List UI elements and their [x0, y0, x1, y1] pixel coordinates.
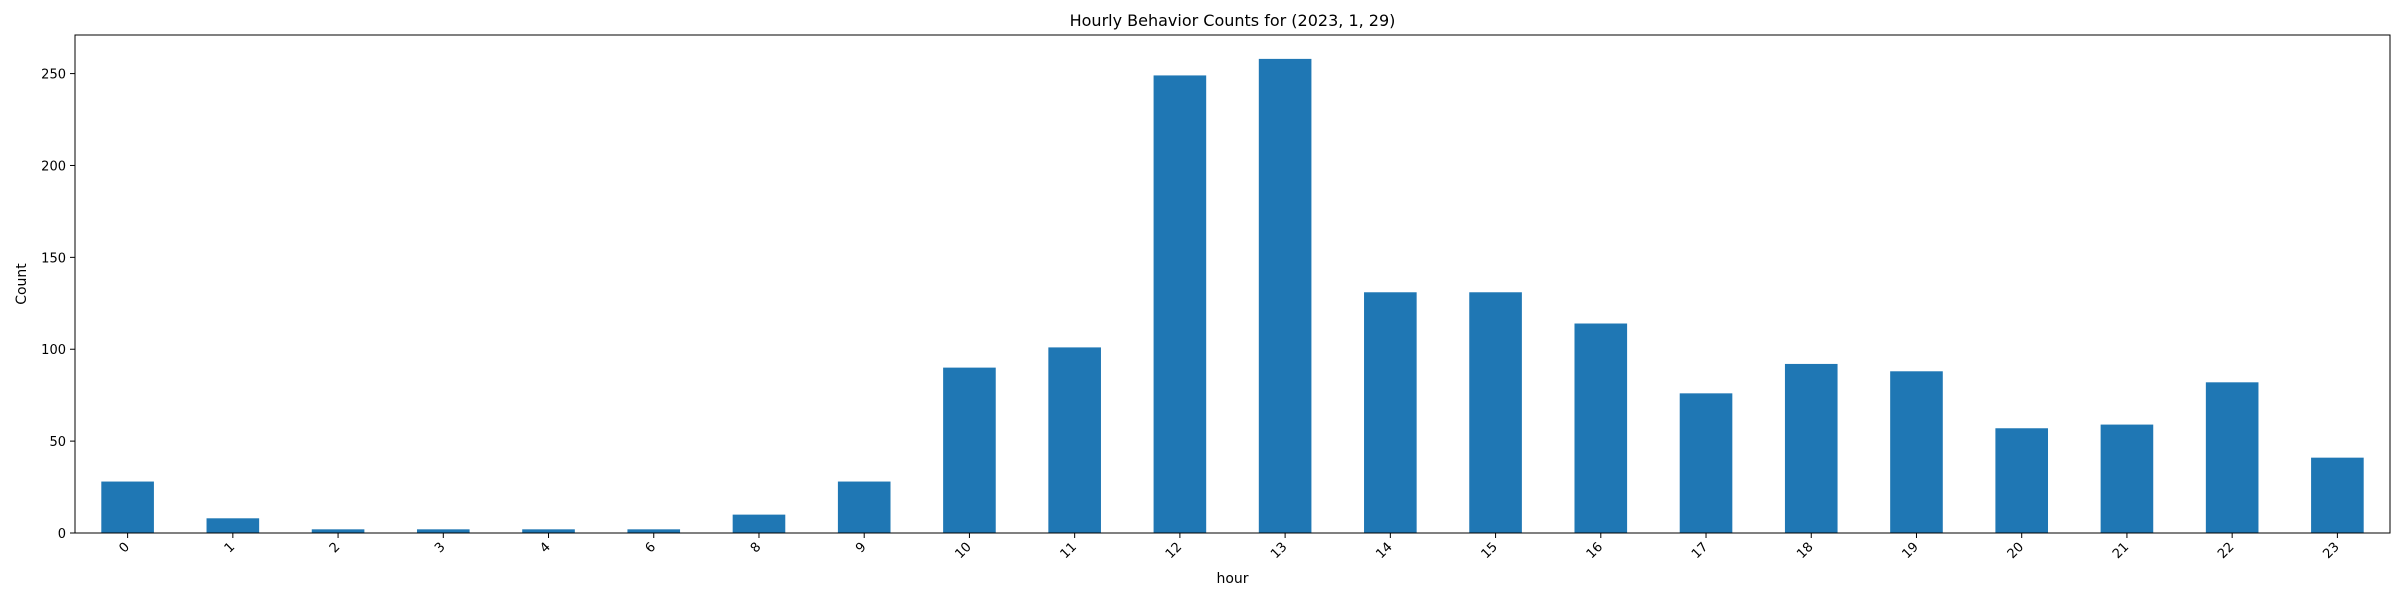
chart-title: Hourly Behavior Counts for (2023, 1, 29): [1070, 11, 1396, 30]
y-axis-label: Count: [14, 263, 30, 305]
bar-hour-12: [1153, 75, 1207, 534]
y-tick-label: 150: [41, 251, 66, 266]
bar-hour-11: [1048, 347, 1101, 533]
bar-hour-13: [1258, 58, 1312, 534]
bar-hour-17: [1679, 393, 1733, 533]
bar-hour-1: [206, 518, 260, 533]
bar-hour-18: [1784, 363, 1838, 533]
y-tick-label: 100: [41, 343, 66, 358]
bars-group: [101, 58, 2364, 534]
y-tick-label: 200: [41, 159, 66, 174]
bar-hour-0: [101, 481, 154, 533]
plot-frame: [74, 34, 2391, 534]
bar-hour-3: [416, 529, 470, 533]
bar-hour-21: [2100, 424, 2154, 533]
y-tick-label: 0: [58, 527, 66, 542]
bar-hour-16: [1574, 323, 1628, 533]
y-tick-label: 50: [49, 435, 66, 450]
bar-hour-22: [2205, 382, 2259, 533]
bar-hour-14: [1364, 292, 1417, 533]
bar-hour-8: [732, 514, 786, 533]
bar-hour-10: [943, 367, 996, 533]
bar-hour-19: [1890, 371, 1943, 533]
y-tick-label: 250: [41, 68, 66, 83]
bar-hour-9: [837, 481, 891, 533]
bar-hour-15: [1469, 292, 1522, 533]
bar-hour-20: [1995, 428, 2049, 533]
bar-hour-23: [2311, 457, 2364, 533]
x-axis-label: hour: [1216, 571, 1248, 587]
bar-hour-2: [311, 529, 365, 533]
bar-hour-4: [522, 529, 575, 533]
bar-hour-6: [627, 529, 681, 533]
y-axis: 0 50 100 150 200 250: [41, 68, 75, 542]
